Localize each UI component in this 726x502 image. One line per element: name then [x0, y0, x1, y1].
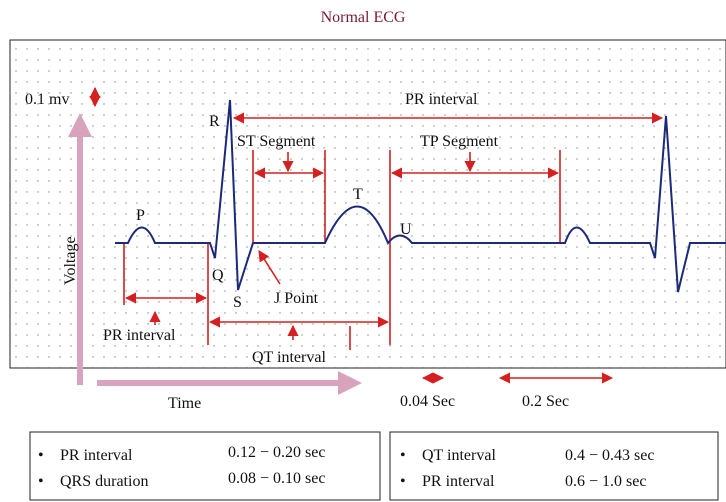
- bullet: •: [38, 447, 44, 464]
- grid-paper: [9, 39, 726, 369]
- tp-label: TP Segment: [420, 133, 499, 150]
- voltage-label: Voltage: [62, 236, 79, 285]
- cell: QRS duration: [60, 473, 148, 490]
- q-label: Q: [212, 267, 224, 284]
- pr-label: PR interval: [103, 327, 176, 344]
- qt-label: QT interval: [252, 349, 326, 366]
- cell: 0.12 − 0.20 sec: [228, 444, 325, 461]
- small-box-label: 0.04 Sec: [400, 393, 455, 410]
- p-label: P: [136, 207, 145, 224]
- cell: 0.6 − 1.0 sec: [565, 473, 646, 490]
- bullet: •: [400, 447, 406, 464]
- ecg-trace: [115, 99, 726, 293]
- s-label: S: [233, 294, 242, 311]
- st-label: ST Segment: [237, 133, 316, 150]
- bullet: •: [400, 473, 406, 490]
- scale-label: 0.1 mv: [25, 91, 69, 108]
- cell: 0.4 − 0.43 sec: [565, 447, 654, 464]
- cell: PR interval: [60, 447, 133, 464]
- r-label: R: [209, 113, 220, 130]
- u-label: U: [400, 221, 412, 238]
- time-label: Time: [168, 395, 201, 412]
- bullet: •: [38, 473, 44, 490]
- table-box: [29, 431, 381, 501]
- t-label: T: [353, 186, 363, 203]
- rr-label: PR interval: [405, 91, 478, 108]
- cell: QT interval: [422, 447, 496, 464]
- table: • PR interval 0.12 − 0.20 sec • QRS dura…: [38, 444, 654, 490]
- cell: 0.08 − 0.10 sec: [228, 470, 325, 487]
- title: Normal ECG: [321, 9, 406, 26]
- red-guides: [89, 86, 664, 384]
- table-box: [389, 431, 719, 501]
- cell: PR interval: [422, 473, 495, 490]
- large-box-label: 0.2 Sec: [522, 393, 569, 410]
- j-label: J Point: [274, 290, 319, 307]
